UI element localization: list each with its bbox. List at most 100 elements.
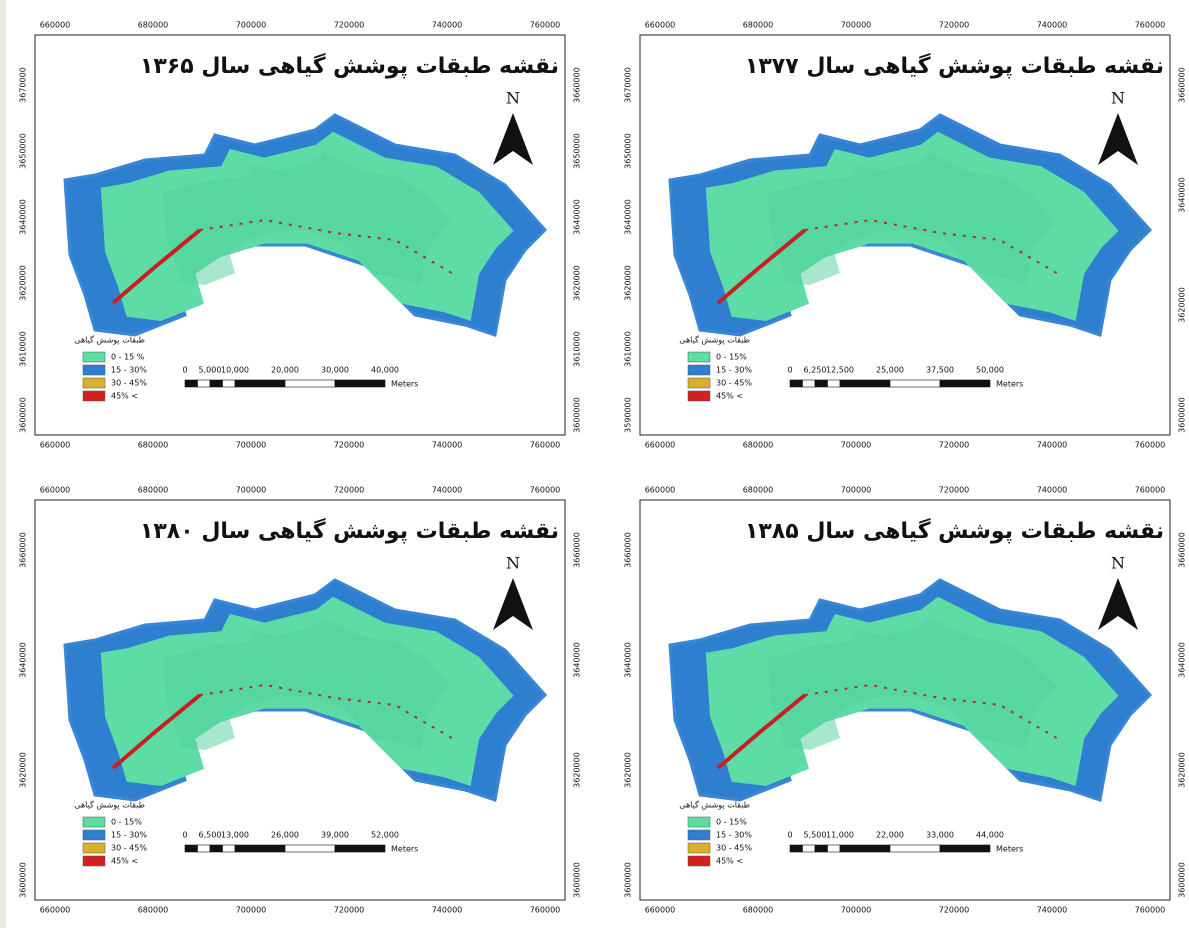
x-coord-top: 700000 (236, 486, 267, 495)
x-coord-top: 700000 (841, 486, 872, 495)
y-coord-right: 3640000 (1178, 177, 1187, 213)
scale-segment (284, 379, 336, 388)
legend-label: 30 - 45% (111, 379, 147, 388)
scale-segment (209, 379, 223, 388)
scale-label: 5,500 (804, 831, 827, 840)
legend-label: 0 - 15% (111, 818, 142, 827)
scale-label: 44,000 (976, 831, 1004, 840)
y-coord-left: 3640000 (19, 199, 28, 235)
scale-label: 0 (182, 831, 187, 840)
scale-segment (802, 379, 816, 388)
y-coord-left: 3590000 (624, 397, 633, 433)
legend-title: طبقات پوشش گیاهی (679, 800, 750, 810)
x-coord-top: 680000 (138, 486, 169, 495)
y-coord-left: 3640000 (624, 642, 633, 678)
legend-swatch (82, 351, 106, 363)
scale-label: 50,000 (976, 366, 1004, 375)
y-coord-right: 3620000 (1178, 752, 1187, 788)
legend-label: 45% < (111, 392, 138, 401)
scale-label: 6,500 (199, 831, 222, 840)
scale-segment (939, 844, 991, 853)
legend-title: طبقات پوشش گیاهی (74, 800, 145, 810)
y-coord-left: 3650000 (624, 133, 633, 169)
y-coord-left: 3650000 (19, 133, 28, 169)
map-panel: نقشه طبقات پوشش گیاهی سال ۱۳۸۰ N 660000 660… (19, 486, 582, 915)
north-arrow (1098, 578, 1138, 630)
scale-label: 22,000 (876, 831, 904, 840)
region-core (768, 618, 1056, 750)
y-coord-left: 3660000 (19, 532, 28, 568)
x-coord-bottom: 660000 (40, 441, 71, 450)
legend-label: 15 - 30% (111, 831, 147, 840)
scale-segment (814, 379, 828, 388)
y-coord-right: 3660000 (1178, 532, 1187, 568)
y-coord-left: 3640000 (19, 642, 28, 678)
legend-title: طبقات پوشش گیاهی (74, 335, 145, 345)
map-panel: نقشه طبقات پوشش گیاهی سال ۱۳۸۵ N 660000 660… (624, 486, 1187, 915)
y-coord-right: 3600000 (1178, 397, 1187, 433)
y-coord-right: 3600000 (1178, 862, 1187, 898)
legend-swatch (687, 816, 711, 828)
x-coord-bottom: 720000 (334, 906, 365, 915)
y-coord-right: 3660000 (573, 67, 582, 103)
x-coord-bottom: 740000 (1037, 441, 1068, 450)
y-coord-left: 3670000 (19, 67, 28, 103)
scale-segment (789, 844, 803, 853)
scale-segment (334, 844, 386, 853)
x-coord-bottom: 760000 (530, 906, 561, 915)
scale-unit: Meters (996, 380, 1023, 389)
y-coord-left: 3620000 (624, 265, 633, 301)
map-panel: نقشه طبقات پوشش گیاهی سال ۱۳۶۵ N 660000 660… (19, 21, 582, 450)
scale-label: 0 (787, 366, 792, 375)
scale-segment (197, 844, 211, 853)
x-coord-top: 720000 (939, 486, 970, 495)
x-coord-top: 660000 (40, 486, 71, 495)
scale-label: 10,000 (221, 366, 249, 375)
north-label: N (1111, 554, 1125, 573)
legend-label: 15 - 30% (716, 831, 752, 840)
y-coord-right: 3620000 (573, 265, 582, 301)
scale-segment (827, 844, 841, 853)
y-coord-right: 3640000 (1178, 642, 1187, 678)
scale-segment (234, 844, 286, 853)
x-coord-top: 760000 (1135, 21, 1166, 30)
scale-segment (284, 844, 336, 853)
x-coord-bottom: 720000 (334, 441, 365, 450)
scale-segment (839, 379, 891, 388)
x-coord-top: 740000 (1037, 21, 1068, 30)
scale-unit: Meters (996, 845, 1023, 854)
region-core (768, 153, 1056, 285)
stream-red (716, 228, 807, 305)
scale-segment (839, 844, 891, 853)
y-coord-left: 3620000 (624, 752, 633, 788)
left-strip (0, 0, 6, 928)
scale-segment (234, 379, 286, 388)
panel-title: نقشه طبقات پوشش گیاهی سال ۱۳۷۷ (745, 52, 1164, 79)
legend-swatch (687, 390, 711, 402)
y-coord-right: 3600000 (573, 397, 582, 433)
north-arrow (493, 113, 533, 165)
y-coord-right: 3600000 (573, 862, 582, 898)
x-coord-bottom: 660000 (40, 906, 71, 915)
x-coord-bottom: 660000 (645, 906, 676, 915)
y-coord-right: 3640000 (573, 642, 582, 678)
north-arrow (493, 578, 533, 630)
legend-label: 15 - 30% (111, 366, 147, 375)
legend-label: 0 - 15% (716, 818, 747, 827)
y-coord-right: 3660000 (1178, 67, 1187, 103)
x-coord-top: 680000 (743, 21, 774, 30)
scale-segment (222, 379, 236, 388)
scale-segment (184, 844, 198, 853)
north-label: N (506, 554, 520, 573)
scale-label: 52,000 (371, 831, 399, 840)
scale-label: 5,000 (199, 366, 222, 375)
map-panel: نقشه طبقات پوشش گیاهی سال ۱۳۷۷ N 660000 660… (624, 21, 1187, 450)
legend-swatch (687, 377, 711, 389)
x-coord-top: 740000 (1037, 486, 1068, 495)
x-coord-bottom: 740000 (1037, 906, 1068, 915)
y-coord-right: 3620000 (573, 752, 582, 788)
legend-swatch (82, 390, 106, 402)
scale-label: 12,500 (826, 366, 854, 375)
y-coord-left: 3600000 (624, 862, 633, 898)
x-coord-top: 740000 (432, 21, 463, 30)
